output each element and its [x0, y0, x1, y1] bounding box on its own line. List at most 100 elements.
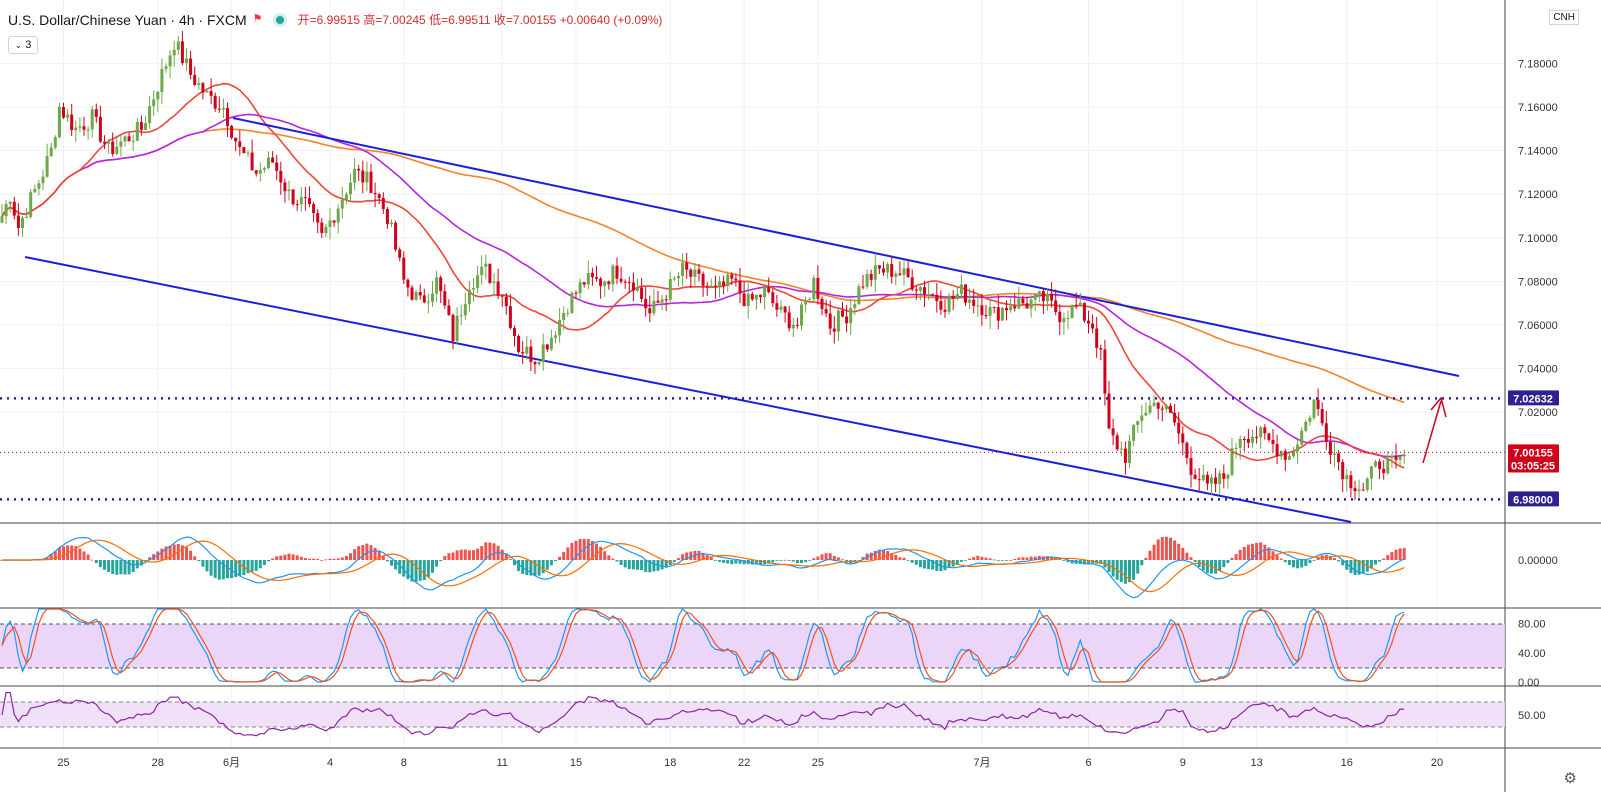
candle-body: [1374, 461, 1377, 467]
macd-histogram-bar: [1181, 547, 1185, 560]
macd-histogram-bar: [861, 557, 865, 560]
y-tick-label: 7.04000: [1518, 364, 1558, 376]
x-tick-label: 16: [1341, 757, 1353, 769]
candle-body: [193, 74, 197, 85]
macd-histogram-bar: [1000, 560, 1004, 561]
candle-body: [308, 198, 311, 205]
candle-body: [111, 141, 115, 154]
candle-body: [86, 129, 90, 131]
candle-body: [98, 116, 102, 142]
indicators-toggle[interactable]: ⌄ 3: [8, 36, 38, 54]
macd-histogram-bar: [607, 555, 611, 560]
macd-histogram-bar: [1189, 557, 1193, 560]
candle-body: [562, 313, 566, 320]
x-tick-label: 6月: [223, 757, 240, 769]
macd-histogram-bar: [664, 560, 668, 568]
candle-body: [1320, 409, 1324, 424]
candle-body: [730, 274, 734, 279]
candle-body: [238, 141, 242, 148]
macd-histogram-bar: [1238, 549, 1242, 560]
candle-body: [767, 287, 771, 293]
macd-histogram-bar: [648, 560, 652, 573]
macd-histogram-bar: [964, 560, 967, 561]
flag-icon[interactable]: ⚑: [252, 13, 263, 25]
candle-body: [94, 109, 98, 117]
candle-body: [402, 257, 406, 280]
candle-body: [172, 49, 176, 56]
macd-histogram-bar: [394, 560, 398, 570]
macd-histogram-bar: [754, 560, 758, 565]
macd-histogram-bar: [410, 560, 414, 582]
macd-histogram-bar: [980, 556, 984, 560]
macd-histogram-bar: [422, 560, 426, 581]
channel-lower-line[interactable]: [24, 256, 1352, 523]
candle-body: [648, 308, 652, 314]
candle-body: [53, 137, 57, 148]
candle-body: [972, 299, 976, 306]
macd-histogram-bar: [1201, 560, 1205, 571]
macd-histogram-bar: [312, 558, 316, 560]
price-label-bg: [1508, 457, 1559, 473]
candle-body: [611, 265, 615, 285]
x-tick-label: 9: [1180, 757, 1186, 769]
macd-histogram-bar: [234, 560, 238, 578]
candle-body: [1000, 307, 1004, 321]
candle-body: [1394, 455, 1398, 460]
macd-histogram-bar: [271, 558, 275, 560]
candle-body: [373, 192, 377, 195]
macd-histogram-bar: [267, 560, 270, 562]
macd-histogram-bar: [451, 552, 455, 560]
candle-body: [726, 274, 730, 286]
candle-body: [1275, 444, 1279, 457]
candle-body: [1300, 430, 1304, 445]
macd-histogram-bar: [406, 560, 410, 580]
channel-upper-line[interactable]: [232, 117, 1460, 377]
candle-body: [1066, 318, 1070, 320]
candle-body: [37, 183, 41, 189]
macd-histogram-bar: [299, 556, 303, 560]
macd-histogram-bar: [927, 560, 931, 570]
x-tick-label: 20: [1431, 757, 1443, 769]
candle-body: [1132, 424, 1136, 441]
candle-body: [1152, 402, 1156, 406]
macd-histogram-bar: [631, 560, 635, 570]
macd-histogram-bar: [439, 560, 443, 562]
macd-histogram-bar: [205, 560, 209, 572]
candle-body: [205, 91, 209, 93]
candle-body: [722, 281, 726, 286]
candle-body: [74, 127, 78, 131]
macd-histogram-bar: [1398, 548, 1402, 560]
gear-icon[interactable]: ⚙: [1563, 770, 1577, 787]
macd-histogram-bar: [217, 560, 221, 580]
candle-body: [488, 263, 492, 283]
macd-histogram-bar: [1173, 540, 1177, 560]
candle-body: [558, 319, 562, 336]
candle-body: [578, 282, 582, 294]
candle-body: [1013, 306, 1017, 309]
candle-body: [980, 305, 984, 316]
macd-histogram-bar: [968, 558, 972, 560]
macd-histogram-bar: [558, 556, 562, 560]
symbol-title[interactable]: U.S. Dollar/Chinese Yuan · 4h · FXCM: [8, 11, 247, 28]
candle-body: [570, 292, 574, 313]
macd-histogram-bar: [275, 556, 279, 560]
candle-body: [1214, 477, 1218, 485]
candle-body: [1136, 420, 1140, 425]
candle-body: [4, 203, 8, 217]
candle-body: [123, 136, 127, 142]
macd-histogram-bar: [1066, 560, 1070, 563]
candle-body: [283, 182, 287, 192]
macd-histogram-bar: [959, 560, 963, 562]
macd-histogram-bar: [221, 560, 225, 580]
candle-body: [869, 273, 873, 280]
x-tick-label: 25: [812, 757, 824, 769]
forecast-arrow[interactable]: [1422, 400, 1442, 464]
candle-body: [1361, 489, 1365, 491]
candle-body: [1095, 328, 1099, 349]
macd-histogram-bar: [103, 560, 106, 570]
candle-body: [968, 299, 972, 303]
macd-histogram-bar: [1242, 546, 1246, 560]
candle-body: [148, 106, 152, 124]
macd-histogram-bar: [931, 560, 935, 570]
